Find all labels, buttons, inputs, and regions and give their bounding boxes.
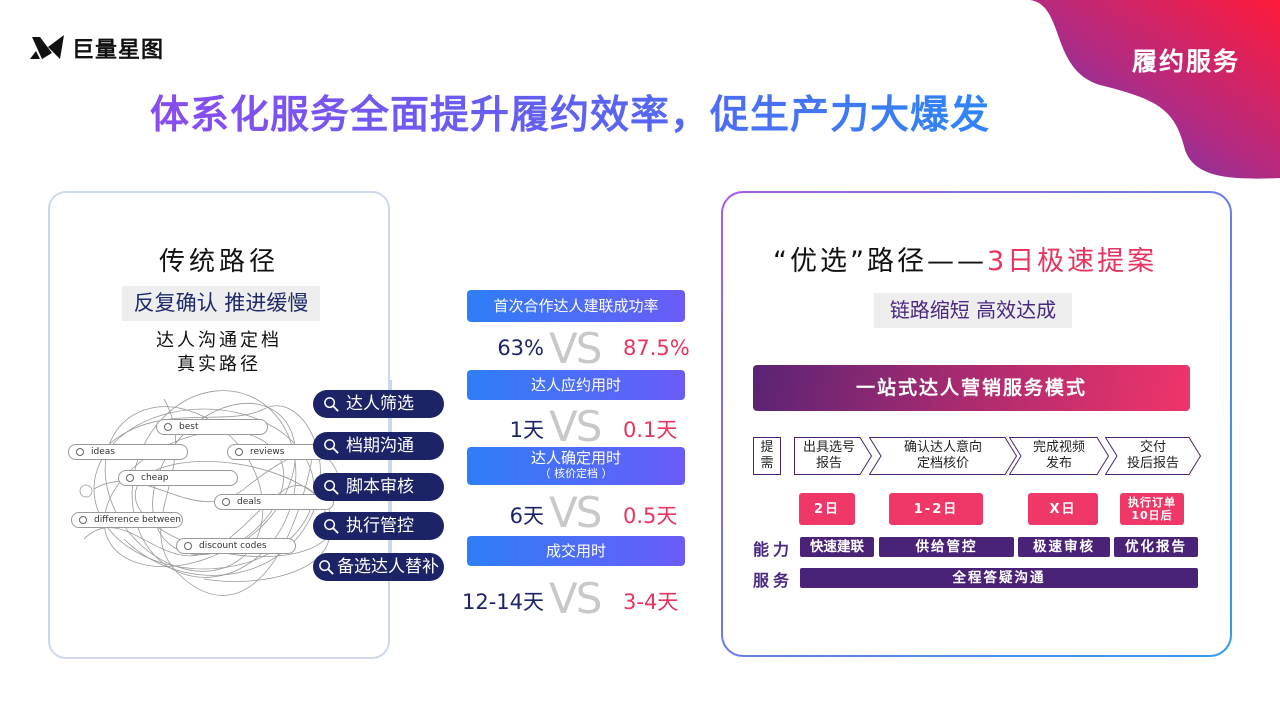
- capability-item: 快速建联: [800, 537, 874, 557]
- search-icon: [324, 438, 339, 454]
- metric-header: 达人应约用时: [467, 370, 685, 400]
- flow-text: 报告: [815, 456, 842, 471]
- search-term-box: discount codes: [176, 538, 296, 554]
- capability-label: 能力: [753, 540, 794, 559]
- capability-item: 优化报告: [1114, 537, 1198, 557]
- flow-text: 出具选号: [802, 440, 855, 455]
- step-pill: 档期沟通: [313, 432, 444, 460]
- search-term-box: difference between: [71, 512, 183, 528]
- flow-step: 交付 投后报告: [1105, 437, 1201, 475]
- search-term-box: ideas: [68, 444, 188, 460]
- brand-logo: 巨量星图: [30, 32, 164, 64]
- flow-text: 完成视频: [1032, 440, 1085, 455]
- brand-name: 巨量星图: [72, 38, 165, 63]
- traditional-value: 6天: [509, 504, 544, 528]
- optimized-value: 87.5%: [623, 336, 690, 360]
- title-highlight: 3日极速提案: [986, 246, 1158, 277]
- flow-text: 交付: [1139, 440, 1166, 455]
- title-prefix: “优选”路径——: [773, 246, 987, 277]
- comparison-row: 1天 VS 0.1天: [460, 402, 690, 451]
- service-item: 全程答疑沟通: [800, 568, 1198, 588]
- flow-text: 发布: [1045, 456, 1072, 471]
- vs-label: VS: [549, 488, 602, 537]
- search-icon: [324, 518, 339, 534]
- card-subtitle: 达人沟通定档 真实路径: [50, 329, 388, 377]
- capability-item: 供给管控: [879, 537, 1014, 557]
- vs-label: VS: [549, 574, 602, 623]
- corner-ribbon: 履约服务: [990, 0, 1280, 180]
- step-pill: 备选达人替补: [313, 553, 444, 581]
- service-model-banner: 一站式达人营销服务模式: [753, 365, 1190, 411]
- comparison-row: 6天 VS 0.5天: [460, 488, 690, 537]
- metric-header: 首次合作达人建联成功率: [467, 290, 685, 322]
- optimized-value: 3-4天: [623, 590, 679, 614]
- flow-step: 确认达人意向 定档核价: [869, 437, 1017, 475]
- card-title: “优选”路径——3日极速提案: [773, 239, 1157, 278]
- step-pill: 脚本审核: [313, 473, 444, 501]
- card-tag: 反复确认 推进缓慢: [122, 286, 320, 321]
- tangled-search-illustration: best ideas reviews cheap deals differenc…: [64, 389, 364, 599]
- flow-text: 确认达人意向: [903, 440, 982, 455]
- flow-text: 定档核价: [916, 456, 969, 471]
- step-label: 脚本审核: [346, 477, 414, 497]
- optimized-value: 0.1天: [623, 418, 678, 442]
- search-icon: [319, 559, 334, 575]
- duration-chip: 1-2日: [889, 493, 983, 525]
- card-tag: 链路缩短 高效达成: [874, 293, 1072, 328]
- traditional-value: 63%: [497, 336, 544, 360]
- process-flow: 提需 出具选号 报告 确认达人意向 定档核价 完成视频 发布 交付 投后报告: [753, 437, 1203, 475]
- search-term-box: reviews: [227, 444, 327, 460]
- duration-chip: 执行订单 10日后: [1120, 493, 1184, 525]
- duration-chip: 2日: [799, 493, 855, 525]
- card-title: 传统路径: [158, 247, 279, 277]
- flow-step: 提需: [753, 437, 781, 475]
- traditional-value: 12-14天: [461, 590, 544, 614]
- duration-chip: X日: [1028, 493, 1098, 525]
- flow-step: 完成视频 发布: [1009, 437, 1109, 475]
- search-icon: [324, 396, 339, 412]
- subtitle-line: 真实路径: [177, 354, 261, 375]
- duration-text: 执行订单: [1128, 496, 1176, 509]
- traditional-value: 1天: [509, 418, 544, 442]
- search-icon: [324, 479, 339, 495]
- section-label: 履约服务: [1131, 47, 1240, 76]
- flow-text: 投后报告: [1126, 456, 1179, 471]
- flow-step: 出具选号 报告: [794, 437, 872, 475]
- search-term-box: best: [156, 419, 268, 435]
- step-pill: 执行管控: [313, 512, 444, 540]
- duration-text: 10日后: [1131, 509, 1173, 522]
- brand-mark-icon: [30, 35, 64, 59]
- optimized-path-card: “优选”路径——3日极速提案 链路缩短 高效达成 一站式达人营销服务模式 提需 …: [721, 191, 1232, 657]
- vs-label: VS: [549, 402, 602, 451]
- metric-name: 达人确定用时: [530, 449, 621, 467]
- search-term-box: deals: [214, 494, 334, 510]
- step-label: 档期沟通: [346, 436, 414, 456]
- flow-text: 需: [760, 456, 774, 471]
- search-term-box: cheap: [118, 470, 238, 486]
- traditional-path-card: 传统路径 反复确认 推进缓慢 达人沟通定档 真实路径 best ideas re…: [48, 191, 390, 659]
- comparison-row: 12-14天 VS 3-4天: [460, 574, 690, 623]
- page-title: 体系化服务全面提升履约效率，促生产力大爆发: [150, 84, 990, 140]
- vs-label: VS: [549, 324, 602, 373]
- step-label: 达人筛选: [346, 394, 414, 414]
- metric-header: 成交用时: [467, 536, 685, 566]
- optimized-value: 0.5天: [623, 504, 678, 528]
- capability-item: 极速审核: [1018, 537, 1110, 557]
- step-pill: 达人筛选: [313, 390, 444, 418]
- metric-note: （ 核价定档 ）: [539, 467, 613, 480]
- metric-header: 达人确定用时 （ 核价定档 ）: [467, 447, 685, 485]
- step-label: 执行管控: [346, 516, 414, 536]
- step-label: 备选达人替补: [337, 557, 439, 577]
- subtitle-line: 达人沟通定档: [156, 330, 282, 351]
- service-label: 服务: [753, 571, 794, 590]
- comparison-row: 63% VS 87.5%: [460, 324, 690, 373]
- wave-shape: [1030, 0, 1280, 179]
- flow-text: 提: [760, 440, 774, 455]
